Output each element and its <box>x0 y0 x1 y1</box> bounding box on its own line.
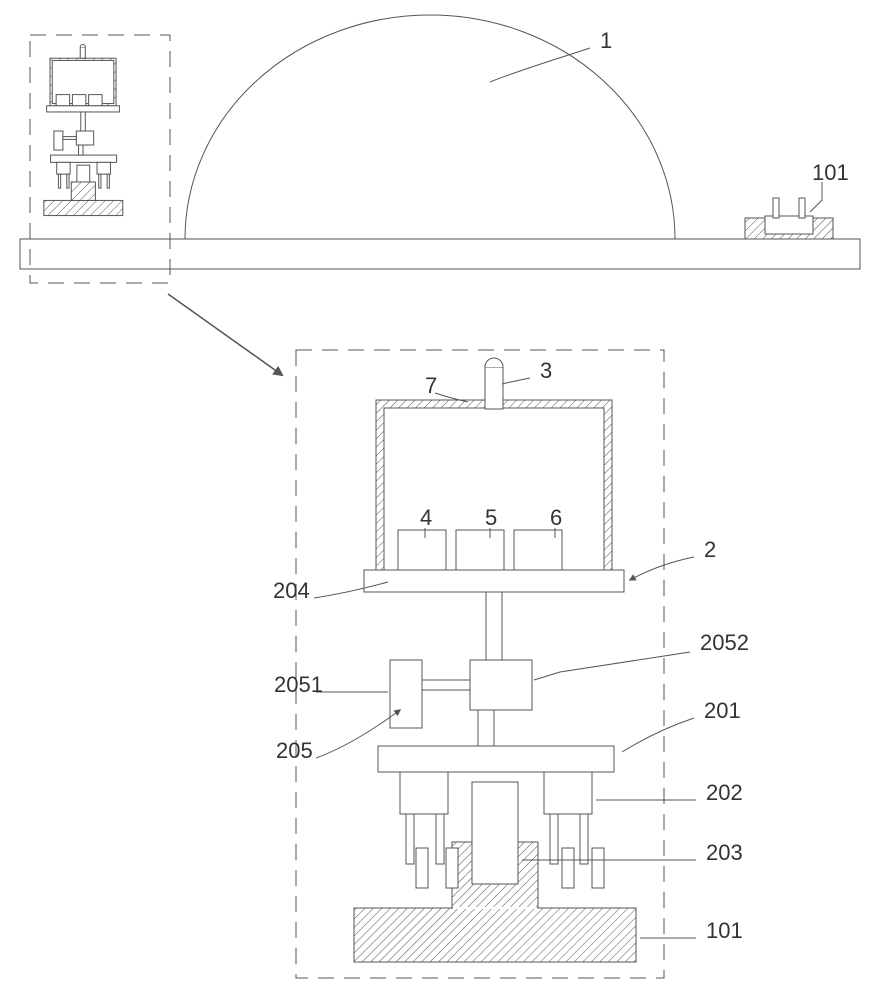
label-l3: 3 <box>540 358 552 383</box>
label-l2052: 2052 <box>700 630 749 655</box>
antenna-shaft <box>485 367 503 409</box>
label-l4: 4 <box>420 505 432 530</box>
leg-pin-0-0 <box>406 814 414 864</box>
h-shaft <box>422 680 470 690</box>
inner-block-0 <box>398 530 446 570</box>
mount-right-peg-2 <box>799 198 805 218</box>
label-l101b: 101 <box>706 918 743 943</box>
ground-block <box>354 908 636 962</box>
label-l6: 6 <box>550 505 562 530</box>
v-shaft-upper <box>486 592 502 660</box>
leg-block-0 <box>400 772 448 814</box>
gearbox <box>470 660 532 710</box>
leg-pin-1-0 <box>550 814 558 864</box>
center-column <box>472 782 518 884</box>
label-l101a: 101 <box>812 160 849 185</box>
leader-l1 <box>490 48 590 82</box>
label-l205: 205 <box>276 738 313 763</box>
mount-right-recess <box>765 216 813 234</box>
zoom-arrow <box>168 294 282 375</box>
label-l201: 201 <box>704 698 741 723</box>
label-l5: 5 <box>485 505 497 530</box>
leg-pin-1-1 <box>580 814 588 864</box>
platform <box>364 570 624 592</box>
leader-l2 <box>630 557 694 580</box>
label-l1: 1 <box>600 28 612 53</box>
label-l203: 203 <box>706 840 743 865</box>
label-l2: 2 <box>704 537 716 562</box>
inner-block-1 <box>456 530 504 570</box>
motor <box>390 660 422 728</box>
mount-right-peg-1 <box>773 198 779 218</box>
label-l7: 7 <box>425 373 437 398</box>
leg-block-1 <box>544 772 592 814</box>
label-l2051: 2051 <box>274 672 323 697</box>
top-base <box>20 239 860 269</box>
leg-pin-0-1 <box>436 814 444 864</box>
v-shaft-lower <box>478 710 494 746</box>
label-l204: 204 <box>273 578 310 603</box>
base-plate <box>378 746 614 772</box>
label-l202: 202 <box>706 780 743 805</box>
leader-l2052 <box>534 652 690 680</box>
leader-l101a <box>810 182 822 212</box>
leader-l201 <box>622 718 694 752</box>
leader-l3 <box>502 378 530 384</box>
antenna-tip <box>485 358 503 367</box>
